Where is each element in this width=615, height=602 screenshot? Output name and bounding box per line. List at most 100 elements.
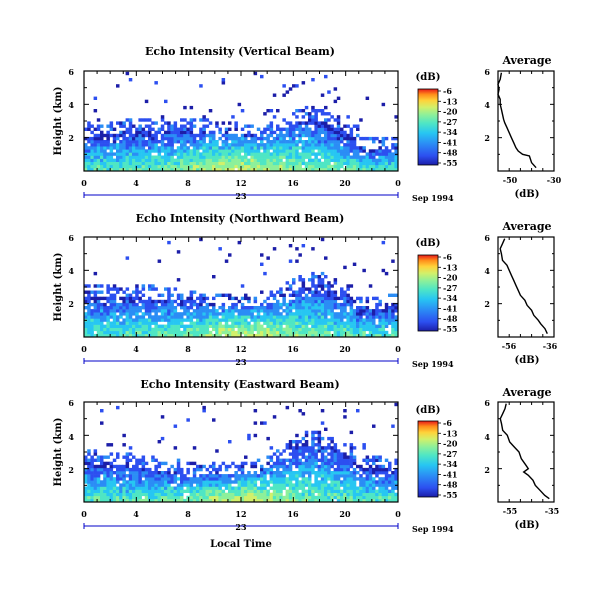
heat-cell	[346, 458, 350, 462]
heat-cell	[336, 467, 341, 472]
heat-cell	[343, 452, 347, 456]
heat-cell	[141, 333, 146, 338]
heat-cell	[327, 287, 331, 291]
heat-cell	[285, 318, 290, 322]
heat-cell	[103, 318, 107, 322]
heat-cell	[240, 302, 245, 307]
heat-cell	[141, 302, 146, 307]
heat-cell	[144, 483, 149, 487]
heat-cell	[311, 315, 315, 319]
heat-cell	[125, 480, 130, 484]
heat-cell	[263, 315, 267, 319]
heat-cell	[240, 318, 245, 322]
heat-cell	[308, 296, 312, 301]
heat-cell	[378, 324, 382, 328]
heat-cell	[132, 467, 136, 472]
heat-cell	[215, 471, 219, 475]
heat-cell	[330, 155, 334, 159]
heat-cell	[301, 140, 306, 144]
heat-cell	[276, 309, 280, 313]
heat-cell	[141, 324, 146, 328]
colorbar-tick-label: -13	[443, 428, 458, 438]
heat-cell	[314, 290, 318, 294]
heat-cell	[308, 127, 312, 131]
heat-cell	[119, 489, 123, 493]
heat-cell	[381, 498, 386, 503]
heat-cell	[125, 318, 130, 322]
heat-cell	[304, 124, 309, 128]
heat-cell	[365, 96, 370, 100]
heat-cell	[304, 155, 309, 159]
heat-cell	[170, 324, 174, 328]
heat-cell	[372, 312, 376, 316]
heat-cell	[189, 492, 194, 497]
heat-cell	[231, 498, 235, 503]
heat-cell	[192, 446, 197, 450]
heat-cell	[375, 136, 379, 141]
heat-cell	[368, 477, 373, 481]
heat-cell	[176, 161, 181, 166]
heat-cell	[311, 430, 315, 435]
heat-cell	[199, 140, 203, 144]
heat-cell	[349, 133, 354, 138]
heat-cell	[90, 333, 94, 338]
heat-cell	[311, 296, 315, 301]
heat-cell	[320, 112, 325, 116]
heat-cell	[320, 483, 325, 487]
heat-cell	[87, 492, 91, 497]
heat-cell	[260, 290, 264, 294]
heat-cell	[282, 461, 286, 466]
heat-cell	[141, 489, 146, 493]
heat-cell	[372, 467, 376, 472]
heat-cell	[263, 330, 267, 335]
heat-cell	[103, 489, 107, 493]
heat-cell	[346, 124, 350, 128]
x-tick-label: 16	[287, 178, 299, 188]
heat-cell	[224, 474, 229, 478]
heat-cell	[263, 333, 267, 338]
heat-cell	[317, 492, 322, 497]
heat-cell	[186, 312, 190, 316]
heat-cell	[263, 155, 267, 159]
heat-cell	[103, 492, 107, 497]
heat-cell	[87, 483, 91, 487]
heat-cell	[272, 333, 277, 338]
heat-cell	[202, 480, 206, 484]
heat-cell	[106, 146, 110, 150]
heat-cell	[160, 436, 165, 441]
heat-cell	[279, 152, 283, 156]
heat-cell	[288, 309, 293, 313]
heat-cell	[106, 164, 110, 169]
heat-cell	[320, 461, 325, 466]
heat-cell	[103, 143, 107, 147]
heat-cell	[311, 271, 315, 276]
heat-cell	[253, 480, 258, 484]
heat-cell	[202, 124, 206, 128]
heat-cell	[279, 133, 283, 138]
heat-cell	[122, 443, 126, 447]
heat-cell	[151, 167, 155, 172]
heat-cell	[116, 455, 120, 459]
heat-cell	[253, 146, 258, 150]
heat-cell	[135, 492, 139, 497]
heat-cell	[180, 296, 184, 301]
heat-cell	[250, 143, 254, 147]
heat-cell	[173, 330, 178, 335]
heat-cell	[359, 155, 363, 159]
heat-cell	[224, 149, 229, 153]
heat-cell	[180, 118, 184, 122]
heat-cell	[308, 464, 312, 469]
heat-cell	[109, 483, 114, 487]
heat-cell	[208, 164, 213, 169]
heat-cell	[333, 130, 338, 135]
heat-cell	[119, 321, 123, 325]
heat-cell	[96, 489, 101, 493]
heat-cell	[93, 489, 98, 493]
heat-cell	[343, 136, 347, 141]
heat-cell	[100, 164, 104, 169]
heat-cell	[199, 495, 203, 500]
heat-cell	[263, 149, 267, 153]
heat-cell	[336, 483, 341, 487]
heat-cell	[349, 430, 354, 435]
heat-cell	[263, 130, 267, 135]
